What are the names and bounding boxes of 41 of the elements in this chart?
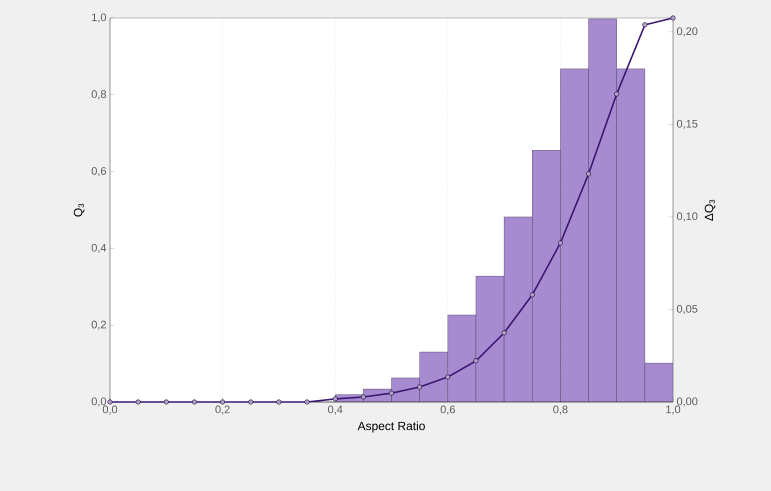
point: [389, 390, 394, 396]
point: [220, 400, 226, 404]
x-tick-label: 0,0: [102, 406, 118, 415]
point: [445, 374, 450, 380]
x-axis-title: Aspect Ratio: [358, 421, 425, 433]
x-tick-label: 0,4: [328, 406, 342, 415]
point: [360, 394, 366, 400]
point: [502, 330, 507, 336]
y-tick-label: 0,6: [92, 167, 106, 176]
point: [586, 171, 592, 176]
point: [276, 400, 282, 404]
point: [530, 292, 535, 298]
y2-tick-label: 0,15: [676, 120, 698, 129]
y-tick-label: 1,0: [92, 13, 106, 23]
y2-tick-label: 0,20: [676, 27, 698, 36]
point: [417, 384, 422, 390]
point: [304, 400, 310, 404]
y-tick-label: 0,4: [92, 244, 106, 253]
point: [248, 400, 254, 404]
y-tick-label: 0,2: [92, 320, 106, 330]
point: [642, 22, 648, 28]
y2-axis-title: ΔQ$_{3}$: [704, 200, 716, 221]
point: [108, 400, 112, 404]
point: [136, 400, 141, 404]
point: [192, 400, 197, 404]
x-tick-label: 0,6: [440, 406, 455, 415]
y-tick-label: 0,0: [92, 397, 106, 407]
x-tick-label: 0,8: [553, 406, 568, 415]
y2-tick-label: 0,05: [676, 304, 698, 314]
y-tick-label: 0,8: [92, 90, 106, 100]
point: [332, 396, 338, 402]
point: [164, 400, 169, 404]
point: [558, 240, 563, 246]
x-tick-label: 0,2: [215, 406, 230, 415]
point: [670, 16, 676, 20]
point: [614, 92, 620, 97]
point: [473, 358, 478, 364]
y-axis-title: Q$_{3}$: [74, 204, 84, 217]
y2-tick-label: 0,10: [676, 212, 698, 222]
x-tick-label: 1,0: [666, 406, 680, 415]
y2-tick-label: 0,00: [676, 397, 698, 407]
